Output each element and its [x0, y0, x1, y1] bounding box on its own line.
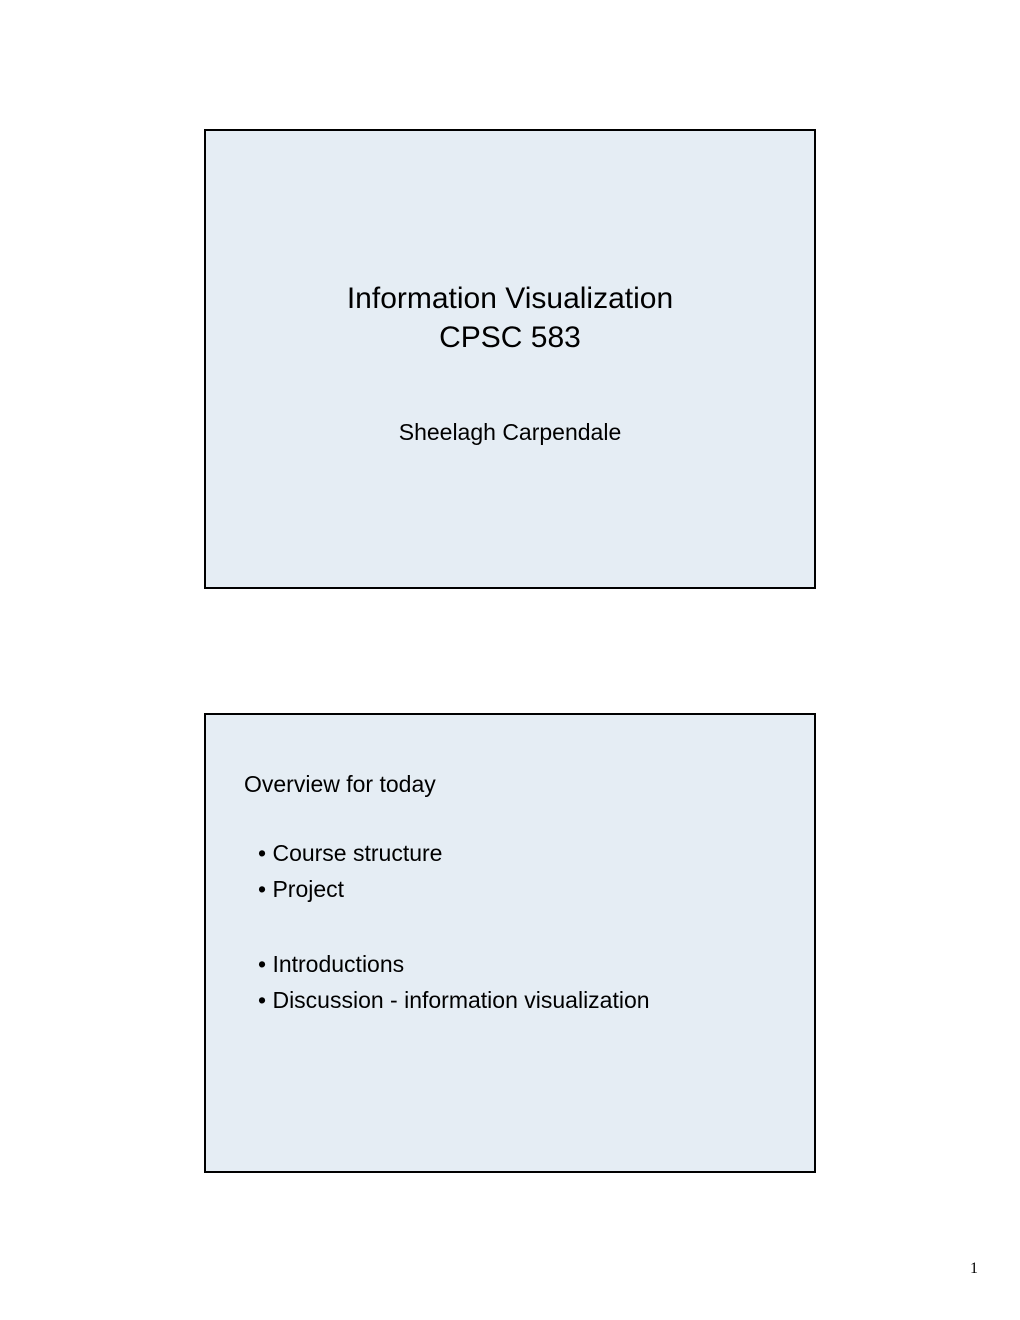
course-title-line2: CPSC 583	[206, 318, 814, 357]
bullet-item: • Course structure	[244, 836, 776, 872]
bullet-group-1: • Course structure • Project	[244, 836, 776, 907]
course-title-line1: Information Visualization	[206, 279, 814, 318]
slide-title: Information Visualization CPSC 583 Sheel…	[204, 129, 816, 589]
bullet-group-2: • Introductions • Discussion - informati…	[244, 947, 776, 1018]
slide-overview: Overview for today • Course structure • …	[204, 713, 816, 1173]
overview-heading: Overview for today	[244, 771, 776, 798]
bullet-item: • Project	[244, 872, 776, 908]
bullet-item: • Introductions	[244, 947, 776, 983]
author-name: Sheelagh Carpendale	[206, 419, 814, 446]
bullet-item: • Discussion - information visualization	[244, 983, 776, 1019]
page-number: 1	[970, 1260, 978, 1278]
